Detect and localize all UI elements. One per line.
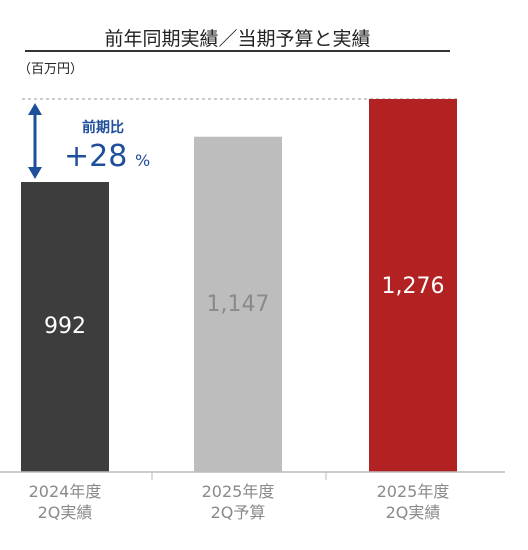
bar-value-label-0: 992 [44,314,86,339]
category-label-1-0: 2025年度 [202,482,275,501]
arrow-down-icon [28,167,42,180]
bar-2 [369,99,457,472]
category-label-0-0: 2024年度 [29,482,102,501]
yoy-unit: % [135,151,150,170]
yoy-annotation: 前期比 +28% [28,103,150,180]
category-label-2-0: 2025年度 [377,482,450,501]
title-underline [25,50,450,52]
bar-value-label-2: 1,276 [382,274,445,299]
unit-label: （百万円） [18,62,84,77]
arrow-up-icon [28,103,42,115]
category-label-0-1: 2Q実績 [38,503,93,522]
chart-title: 前年同期実績／当期予算と実績 [104,28,371,50]
yoy-value: +28 [64,139,127,174]
bar-value-label-1: 1,147 [207,292,270,317]
category-label-1-1: 2Q予算 [211,503,266,522]
bar-0 [21,182,109,473]
category-label-2-1: 2Q実績 [386,503,441,522]
yoy-label: 前期比 [82,119,124,136]
bar-1 [194,136,282,473]
